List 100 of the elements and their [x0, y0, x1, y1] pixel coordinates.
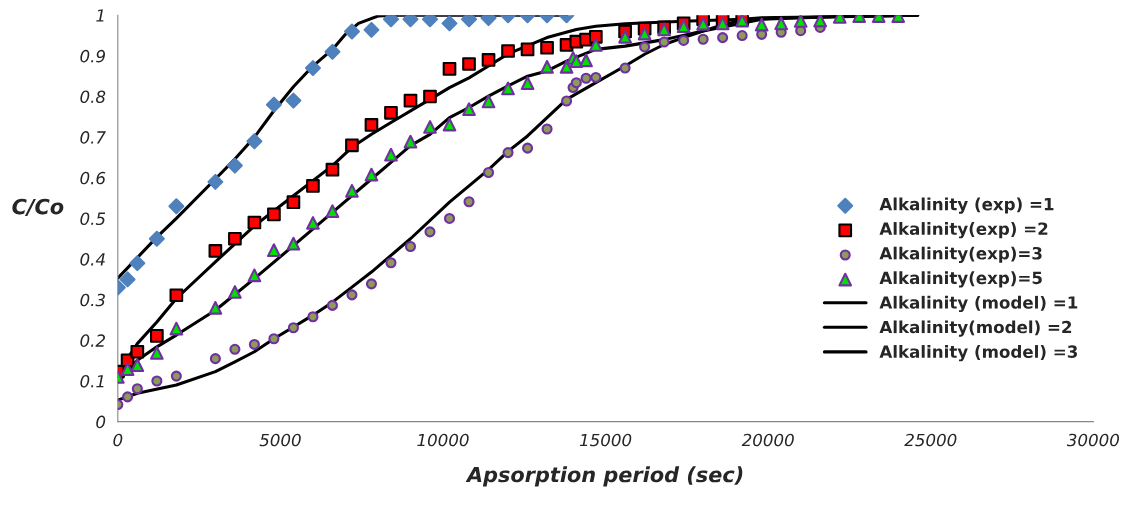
x-tick-label: 20000	[741, 433, 794, 447]
point	[345, 138, 359, 153]
point	[248, 338, 260, 350]
point	[286, 236, 301, 251]
legend-label: Alkalinity (model) =1	[879, 295, 1078, 313]
point	[588, 38, 603, 52]
point	[385, 257, 397, 269]
point	[637, 26, 652, 41]
point	[481, 94, 496, 109]
legend-label: Alkalinity(exp) =2	[879, 222, 1048, 239]
y-tick-label: 0.7	[80, 131, 106, 144]
y-tick-label: 1	[96, 9, 104, 22]
point	[268, 333, 280, 345]
y-tick-label: 0.6	[80, 171, 106, 185]
x-tick-label: 25000	[904, 433, 957, 447]
point	[774, 16, 789, 31]
point	[130, 358, 145, 372]
point	[715, 16, 730, 31]
x-tick-label: 15000	[579, 433, 632, 447]
point	[326, 299, 338, 311]
y-tick-label: 0.2	[80, 334, 105, 347]
point	[403, 134, 418, 149]
x-tick-label: 5000	[259, 433, 301, 447]
point	[423, 89, 437, 104]
point	[267, 207, 281, 222]
y-axis-title: C/Co	[12, 198, 64, 217]
point	[209, 353, 221, 365]
point	[130, 344, 145, 359]
point	[569, 54, 584, 69]
x-tick-label: 10000	[417, 433, 469, 447]
x-tick-label: 30000	[1066, 433, 1120, 447]
point	[364, 167, 379, 182]
point	[363, 21, 380, 38]
point	[169, 321, 184, 336]
point	[207, 173, 224, 190]
point	[129, 255, 146, 272]
point	[540, 40, 554, 55]
point	[151, 375, 163, 387]
point	[423, 120, 437, 134]
point	[501, 81, 515, 96]
legend-label: Alkalinity (model) =3	[879, 345, 1078, 362]
y-tick-label: 0.4	[80, 253, 105, 266]
point	[481, 53, 496, 67]
point	[306, 216, 320, 230]
point	[307, 311, 319, 323]
point	[150, 346, 164, 360]
point	[404, 240, 417, 253]
point	[502, 147, 514, 159]
point	[226, 157, 243, 174]
legend-label: Alkalinity(exp)=5	[879, 271, 1042, 288]
point	[793, 15, 808, 28]
point	[208, 244, 223, 258]
point	[325, 162, 340, 177]
y-tick-label: 0.3	[80, 293, 105, 307]
point	[287, 322, 299, 334]
point	[424, 226, 436, 238]
point	[520, 42, 535, 57]
point	[697, 33, 709, 45]
point	[325, 204, 340, 218]
point	[619, 62, 631, 74]
point	[520, 76, 535, 90]
point	[170, 370, 182, 382]
point	[384, 147, 398, 162]
y-tick-label: 0.1	[80, 374, 104, 388]
point	[658, 36, 670, 48]
legend-label: Alkalinity (exp) =1	[879, 197, 1054, 214]
point	[522, 142, 534, 154]
point	[618, 29, 632, 44]
legend-label: Alkalinity(exp)=3	[879, 246, 1042, 263]
point	[346, 289, 358, 301]
point	[442, 117, 457, 132]
point	[343, 23, 360, 40]
point	[561, 95, 573, 107]
point	[463, 196, 475, 208]
point	[246, 133, 263, 150]
y-tick-label: 0.9	[80, 49, 105, 63]
point	[462, 102, 476, 116]
point	[169, 288, 184, 303]
point	[247, 268, 262, 283]
point	[813, 15, 828, 28]
point	[364, 118, 379, 132]
point	[228, 285, 242, 299]
point	[559, 60, 574, 74]
point	[119, 271, 136, 288]
point	[122, 391, 134, 403]
point	[228, 231, 242, 246]
point	[150, 329, 164, 343]
point	[345, 183, 359, 198]
point	[501, 44, 515, 58]
legend-label: Alkalinity(model) =2	[879, 320, 1072, 337]
point	[120, 362, 135, 377]
y-tick-label: 0.8	[80, 90, 106, 104]
point	[148, 230, 165, 247]
point	[265, 96, 282, 113]
point	[482, 166, 495, 179]
y-tick-label: 0	[96, 415, 106, 429]
point	[570, 77, 582, 89]
point	[324, 43, 341, 60]
point	[306, 179, 320, 193]
point	[441, 15, 458, 32]
